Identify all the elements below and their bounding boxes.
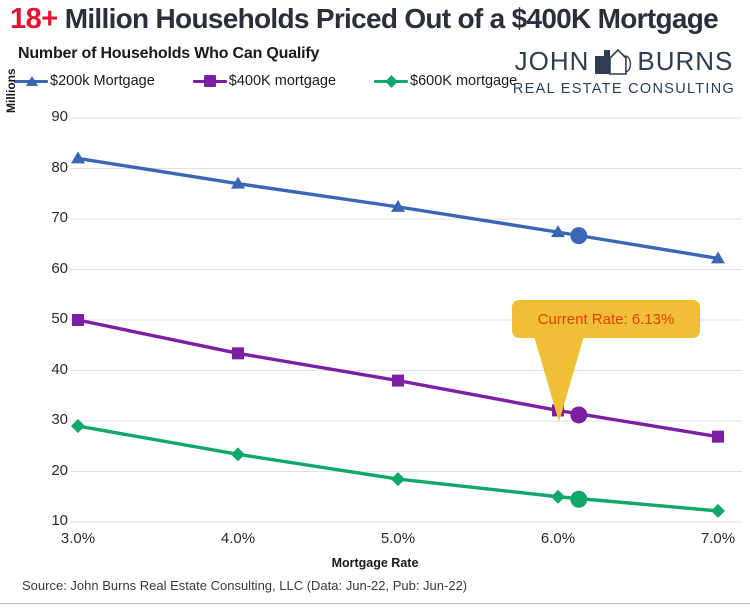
diamond-marker-icon: [231, 447, 245, 462]
legend-item-600k[interactable]: $600K mortgage: [374, 73, 517, 89]
diamond-marker-icon: [551, 489, 565, 504]
current-rate-callout[interactable]: Current Rate: 6.13%: [512, 300, 700, 338]
triangle-marker-icon: [26, 76, 38, 86]
title-main: Million Households Priced Out of a $400K…: [64, 3, 719, 34]
logo-wordmark: JOHN BURNS: [508, 46, 740, 76]
legend-swatch-200k: [14, 74, 48, 88]
square-marker-icon: [72, 314, 84, 326]
y-tick-label: 80: [51, 158, 68, 176]
chart-subtitle: Number of Households Who Can Qualify: [18, 45, 320, 62]
logo-tagline: REAL ESTATE CONSULTING: [512, 81, 736, 97]
series-line: [77, 424, 719, 513]
logo-word-left: JOHN: [514, 46, 590, 76]
x-tick-label: 4.0%: [220, 530, 256, 547]
x-tick-label: 3.0%: [60, 530, 96, 547]
diamond-marker-icon: [71, 419, 85, 434]
y-tick-label: 30: [51, 411, 68, 428]
legend-item-400k[interactable]: $400K mortgage: [192, 73, 337, 89]
chart-title: 18+ Million Households Priced Out of a $…: [0, 0, 750, 38]
title-accent: 18+: [10, 2, 58, 35]
y-tick-label: 20: [51, 461, 68, 479]
triangle-marker-icon: [551, 225, 565, 238]
y-tick-label: 10: [51, 512, 68, 529]
y-tick-label: 40: [51, 360, 68, 378]
legend-swatch-400k: [192, 74, 227, 88]
current-rate-label: Current Rate: 6.13%: [537, 310, 675, 328]
x-tick-label: 5.0%: [380, 530, 416, 547]
x-tick-label: 6.0%: [540, 530, 576, 547]
legend-swatch-600k: [374, 74, 409, 88]
data-series-layer: [71, 151, 725, 518]
square-marker-icon: [392, 374, 404, 387]
triangle-marker-icon: [711, 251, 725, 264]
y-tick-label: 70: [51, 209, 68, 226]
highlight-point[interactable]: [570, 490, 588, 508]
diamond-marker-icon: [711, 503, 725, 518]
diamond-marker-icon: [391, 472, 405, 487]
square-marker-icon: [203, 75, 216, 87]
square-marker-icon: [232, 347, 244, 360]
legend-item-200k[interactable]: $200k Mortgage: [14, 73, 155, 89]
source-note: Source: John Burns Real Estate Consultin…: [22, 578, 468, 593]
legend-label-400k: $400K mortgage: [228, 73, 337, 89]
house-icon: [595, 48, 632, 75]
callout-pointer: [534, 336, 584, 422]
legend-label-200k: $200k Mortgage: [50, 73, 155, 89]
company-logo: JOHN BURNS REAL ESTATE CONSULTING: [508, 46, 740, 104]
logo-word-right: BURNS: [637, 46, 734, 76]
y-tick-label: 60: [51, 259, 68, 277]
legend-label-600k: $600K mortgage: [410, 73, 518, 89]
x-tick-label: 7.0%: [700, 530, 736, 547]
triangle-marker-icon: [71, 151, 85, 164]
plot-area: Millions 10 20 30 40 50 60 70 80 90 3.0% 4.0% 5.0%…: [4, 68, 742, 570]
footer-divider: [0, 603, 750, 604]
y-tick-label: 90: [51, 108, 68, 125]
x-axis-title: Mortgage Rate: [331, 556, 419, 570]
triangle-marker-icon: [391, 199, 405, 212]
y-tick-label: 50: [51, 310, 68, 327]
chart-legend: $200k Mortgage $400K mortgage $600K mort…: [14, 73, 555, 89]
grid-lines: [70, 117, 742, 523]
highlight-point[interactable]: [570, 227, 588, 245]
triangle-marker-icon: [231, 176, 245, 189]
square-marker-icon: [712, 430, 724, 443]
